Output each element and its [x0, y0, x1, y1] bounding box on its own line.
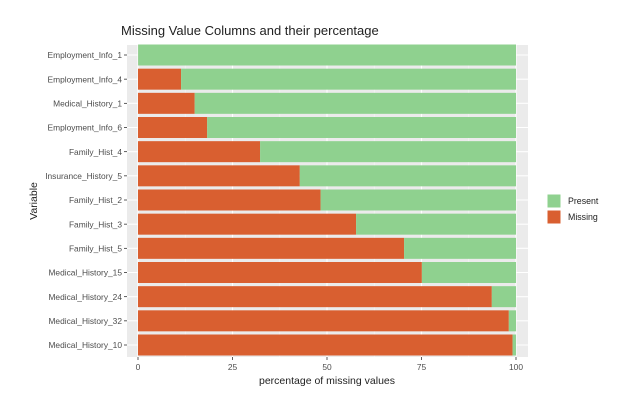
bar-present-employment-info-6 [207, 117, 516, 138]
bar-present-family-hist-5 [404, 237, 516, 259]
bar-missing-employment-info-4 [138, 68, 182, 90]
bar-missing-family-hist-2 [138, 189, 321, 211]
bar-present-medical-history-32 [508, 310, 516, 332]
legend: Present Missing [546, 193, 599, 225]
bar-missing-family-hist-5 [138, 237, 405, 259]
bar-present-employment-info-1 [138, 44, 516, 66]
y-axis-labels: Employment_Info_1 Employment_Info_4 Medica… [45, 50, 127, 350]
chart-title: Missing Value Columns and their percenta… [121, 23, 379, 38]
y-tick-label: Insurance_History_5 [45, 171, 122, 181]
x-tick-label: 100 [509, 362, 523, 372]
bar-missing-family-hist-3 [138, 213, 357, 235]
legend-label-present: Present [568, 196, 599, 206]
y-tick-label: Medical_History_15 [48, 268, 122, 278]
bar-present-medical-history-10 [512, 334, 516, 356]
bar-missing-medical-history-1 [138, 92, 195, 114]
bar-present-medical-history-1 [194, 92, 516, 114]
y-tick-label: Employment_Info_6 [48, 123, 123, 133]
y-tick-label: Employment_Info_1 [48, 50, 123, 60]
y-tick-label: Medical_History_24 [48, 292, 122, 302]
x-axis-title: percentage of missing values [259, 375, 395, 387]
x-tick-label: 50 [322, 362, 332, 372]
bar-missing-medical-history-24 [138, 286, 492, 308]
y-tick-label: Medical_History_10 [48, 340, 122, 350]
bar-present-family-hist-3 [356, 213, 516, 235]
bars [138, 44, 517, 356]
bar-missing-employment-info-6 [138, 117, 208, 138]
y-axis-title: Variable [28, 182, 40, 220]
bar-missing-family-hist-4 [138, 141, 261, 163]
x-tick-label: 0 [136, 362, 141, 372]
bar-present-family-hist-2 [320, 189, 516, 211]
legend-label-missing: Missing [568, 212, 598, 222]
x-axis-labels: 0 25 50 75 100 [136, 357, 523, 372]
legend-key-missing [546, 209, 562, 225]
bar-present-medical-history-15 [421, 262, 516, 283]
bar-present-family-hist-4 [260, 141, 516, 163]
y-tick-label: Family_Hist_3 [69, 219, 122, 229]
bar-missing-insurance-history-5 [138, 165, 300, 187]
y-tick-label: Family_Hist_5 [69, 244, 122, 254]
y-tick-label: Medical_History_1 [53, 99, 122, 109]
y-tick-label: Medical_History_32 [48, 316, 122, 326]
bar-present-medical-history-24 [491, 286, 516, 308]
legend-key-present [546, 193, 562, 209]
x-tick-label: 75 [417, 362, 427, 372]
x-tick-label: 25 [228, 362, 238, 372]
y-tick-label: Family_Hist_2 [69, 195, 122, 205]
bar-missing-medical-history-15 [138, 262, 422, 283]
bar-present-employment-info-4 [181, 68, 517, 90]
bar-missing-medical-history-32 [138, 310, 509, 332]
y-tick-label: Employment_Info_4 [48, 74, 123, 84]
bar-missing-medical-history-10 [138, 334, 513, 356]
y-tick-label: Family_Hist_4 [69, 147, 122, 157]
bar-present-insurance-history-5 [299, 165, 516, 187]
